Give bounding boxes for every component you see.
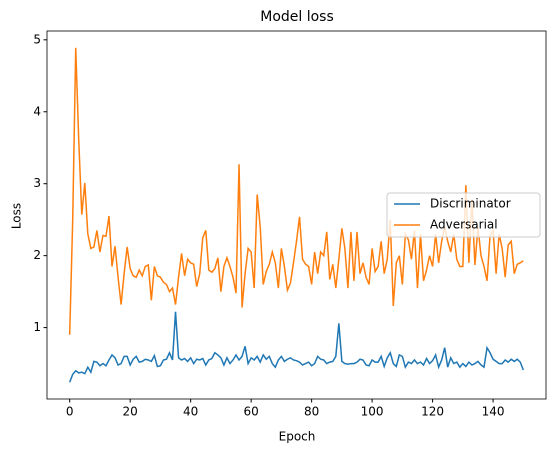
x-axis-label: Epoch [279,430,316,444]
legend-label: Discriminator [430,197,511,211]
chart-title: Model loss [260,9,334,25]
legend-label: Adversarial [430,218,498,232]
x-tick-label: 20 [123,405,138,419]
y-tick-label: 5 [33,32,41,46]
x-tick-label: 120 [421,405,444,419]
series-line [68,47,524,335]
y-tick-label: 4 [33,104,41,118]
x-tick-label: 0 [66,405,74,419]
x-tick-label: 60 [243,405,258,419]
legend-box [386,192,541,238]
x-tick-label: 140 [482,405,505,419]
series-line [68,311,525,383]
x-tick-label: 100 [361,405,384,419]
y-tick-label: 3 [33,176,41,190]
x-tick-label: 80 [304,405,319,419]
x-tick-label: 40 [183,405,198,419]
y-tick-label: 2 [33,248,41,262]
plot-frame [46,30,547,400]
y-axis-label: Loss [10,203,24,229]
y-tick-label: 1 [33,320,41,334]
